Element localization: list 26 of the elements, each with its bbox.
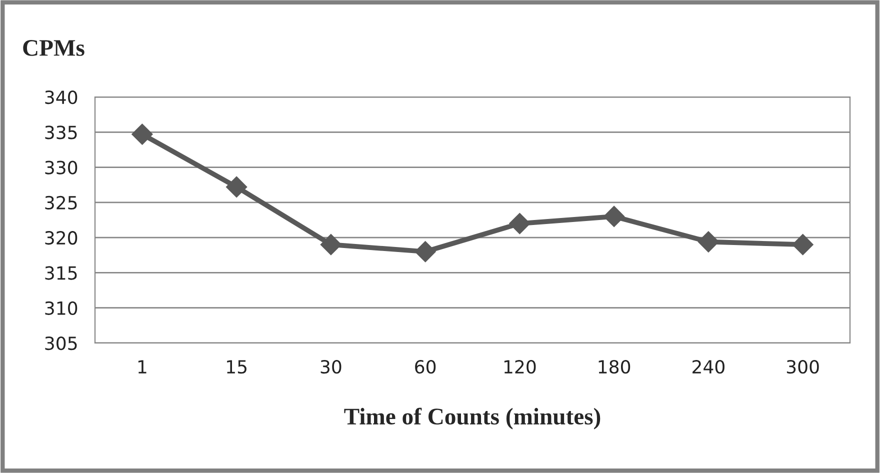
point — [604, 206, 625, 227]
x-tick-label: 60 — [415, 360, 436, 374]
y-tick-label: 305 — [45, 336, 77, 350]
chart-title: CPMs — [23, 40, 84, 56]
y-tick-label: 320 — [45, 231, 78, 245]
point — [226, 176, 248, 198]
y-tick-label: 325 — [45, 196, 77, 210]
x-tick-label: 30 — [320, 360, 342, 374]
point — [509, 213, 530, 234]
x-tick-label: 240 — [692, 360, 724, 374]
point — [792, 234, 814, 256]
x-tick-label: 120 — [504, 360, 536, 374]
point — [132, 124, 153, 145]
x-tick-label: 1 — [138, 360, 146, 374]
x-axis-title: Time of Counts (minutes) — [344, 408, 600, 430]
point — [698, 231, 719, 252]
point — [320, 234, 342, 256]
x-tick-label: 180 — [598, 360, 630, 374]
x-tick-label: 15 — [227, 360, 246, 374]
point — [414, 241, 436, 262]
y-tick-label: 340 — [45, 90, 78, 104]
y-tick-label: 310 — [45, 301, 78, 315]
y-tick-label: 330 — [45, 160, 78, 174]
y-tick-label: 335 — [45, 126, 77, 140]
y-tick-label: 315 — [45, 266, 77, 280]
x-tick-label: 300 — [786, 360, 819, 374]
